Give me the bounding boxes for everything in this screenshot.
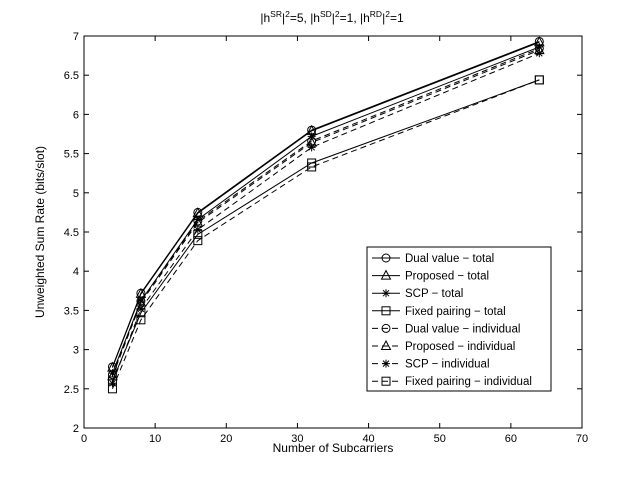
plot-area: 0 10 20 30 40 50 60 70 2 2.5 3 3.5 4 4.5 5 5.5 6 6.5 7	[64, 31, 588, 445]
legend-marker	[381, 253, 391, 263]
data-point	[136, 296, 145, 305]
data-point	[193, 236, 203, 246]
x-tick-label: 10	[149, 433, 161, 445]
legend-label: Dual value − individual	[405, 323, 520, 335]
title-part: |	[282, 11, 285, 25]
y-tick-label: 5	[73, 188, 79, 200]
legend-label: Fixed pairing − individual	[405, 376, 532, 388]
series-8	[107, 75, 544, 394]
title-part: =5, |h	[290, 11, 320, 25]
legend-marker	[380, 339, 392, 350]
series-line	[111, 52, 540, 384]
legend-item: SCP − individual	[372, 359, 490, 371]
x-tick-label: 40	[362, 433, 374, 445]
y-tick-label: 5.5	[64, 149, 79, 161]
legend-label: Dual value − total	[405, 253, 494, 265]
series-line	[111, 48, 540, 375]
legend-item: Fixed pairing − individual	[372, 376, 532, 388]
x-axis-label: Number of Subcarriers	[273, 441, 394, 455]
title-superscript: RD	[370, 9, 382, 19]
title-part: |	[332, 11, 335, 25]
title-superscript: SD	[320, 9, 332, 19]
data-point	[307, 162, 317, 172]
legend-marker	[380, 269, 392, 280]
legend-item: Dual value − total	[372, 253, 494, 265]
legend-marker	[382, 359, 390, 368]
legend-label: Fixed pairing − total	[405, 306, 506, 318]
title-superscript: 2	[335, 9, 340, 19]
y-tick-label: 6.5	[64, 70, 79, 82]
y-tick-label: 6	[73, 109, 79, 121]
title-part: =1	[390, 11, 404, 25]
legend-item: Proposed − total	[372, 269, 489, 283]
y-tick-label: 2	[73, 423, 79, 435]
legend-marker	[381, 323, 391, 333]
legend-marker	[382, 289, 390, 298]
x-tick-label: 60	[505, 433, 517, 445]
series-line	[111, 79, 540, 389]
legend-item: SCP − total	[372, 288, 463, 300]
series-line	[111, 79, 540, 382]
legend-marker	[381, 376, 391, 386]
data-point	[107, 384, 117, 394]
data-point	[193, 215, 202, 224]
legend-item: Dual value − individual	[372, 323, 520, 335]
series-7	[108, 49, 544, 388]
legend-item: Fixed pairing − total	[372, 306, 506, 318]
data-point	[136, 315, 146, 325]
y-axis-label: Unweighted Sum Rate (bits/slot)	[33, 146, 47, 318]
data-point	[535, 42, 544, 51]
legend-item: Proposed − individual	[372, 339, 515, 353]
y-tick-label: 4	[73, 266, 79, 278]
legend-label: Proposed − total	[405, 271, 489, 283]
data-point	[307, 132, 316, 141]
x-tick-label: 70	[576, 433, 588, 445]
title-part: |h	[260, 11, 270, 25]
series-line	[111, 49, 540, 377]
legend-label: SCP − total	[405, 288, 463, 300]
y-tick-label: 3	[73, 345, 79, 357]
data-point	[193, 225, 202, 234]
x-tick-label: 0	[81, 433, 87, 445]
data-point	[535, 49, 544, 58]
title-superscript: 2	[285, 9, 290, 19]
data-point	[307, 143, 316, 152]
y-tick-label: 4.5	[64, 227, 79, 239]
x-tick-label: 30	[291, 433, 303, 445]
data-point	[108, 379, 117, 388]
x-tick-label: 50	[434, 433, 446, 445]
y-tick-label: 7	[73, 31, 79, 43]
y-tick-label: 2.5	[64, 384, 79, 396]
y-tick-label: 3.5	[64, 305, 79, 317]
legend-label: SCP − individual	[405, 359, 490, 371]
legend: Dual value − total Proposed − total SCP − …	[366, 246, 552, 392]
legend-label: Proposed − individual	[405, 341, 515, 353]
x-tick-label: 20	[220, 433, 232, 445]
title-part: |	[382, 11, 385, 25]
title-superscript: 2	[385, 9, 390, 19]
title-superscript: SR	[270, 9, 282, 19]
series-line	[111, 41, 540, 368]
data-point	[108, 369, 117, 378]
legend-box	[366, 246, 552, 392]
chart-title: |hSR|2=5, |hSD|2=1, |hRD|2=1	[260, 9, 404, 25]
data-point	[136, 304, 145, 313]
title-part: =1, |h	[340, 11, 370, 25]
data-point	[534, 75, 544, 85]
legend-marker	[381, 306, 391, 316]
